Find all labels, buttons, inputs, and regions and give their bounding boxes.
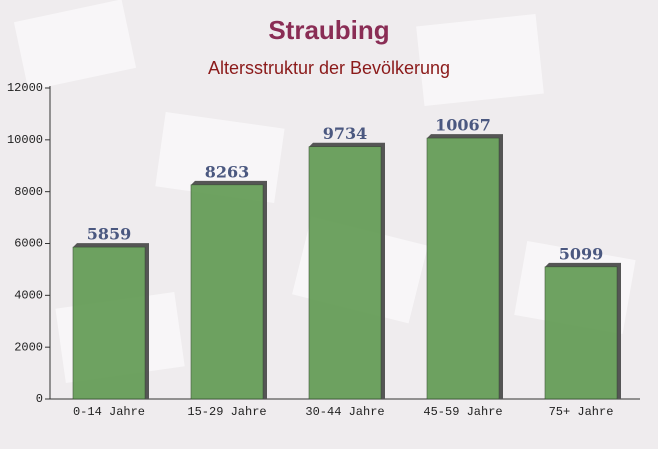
- y-tick-label: 2000: [14, 340, 43, 354]
- x-tick-label: 75+ Jahre: [549, 405, 614, 419]
- bar: [72, 246, 146, 400]
- x-tick-label: 45-59 Jahre: [423, 405, 502, 419]
- x-tick-label: 15-29 Jahre: [187, 405, 266, 419]
- x-tick-label: 30-44 Jahre: [305, 405, 384, 419]
- bar: [544, 266, 618, 400]
- y-tick-label: 4000: [14, 289, 43, 303]
- value-label: 5859: [87, 225, 132, 244]
- y-tick-label: 12000: [7, 81, 43, 95]
- chart-subtitle: Altersstruktur der Bevölkerung: [208, 58, 450, 78]
- chart-title: Straubing: [268, 15, 389, 45]
- bar: [426, 137, 500, 400]
- y-tick-label: 8000: [14, 185, 43, 199]
- value-label: 9734: [323, 124, 368, 143]
- bar: [190, 184, 264, 400]
- y-tick-label: 10000: [7, 133, 43, 147]
- y-tick-label: 0: [36, 392, 43, 406]
- value-label: 8263: [205, 162, 250, 181]
- y-tick-label: 6000: [14, 237, 43, 251]
- bar: [308, 146, 382, 400]
- x-tick-label: 0-14 Jahre: [73, 405, 145, 419]
- value-label: 5099: [559, 244, 604, 263]
- value-label: 10067: [435, 116, 491, 135]
